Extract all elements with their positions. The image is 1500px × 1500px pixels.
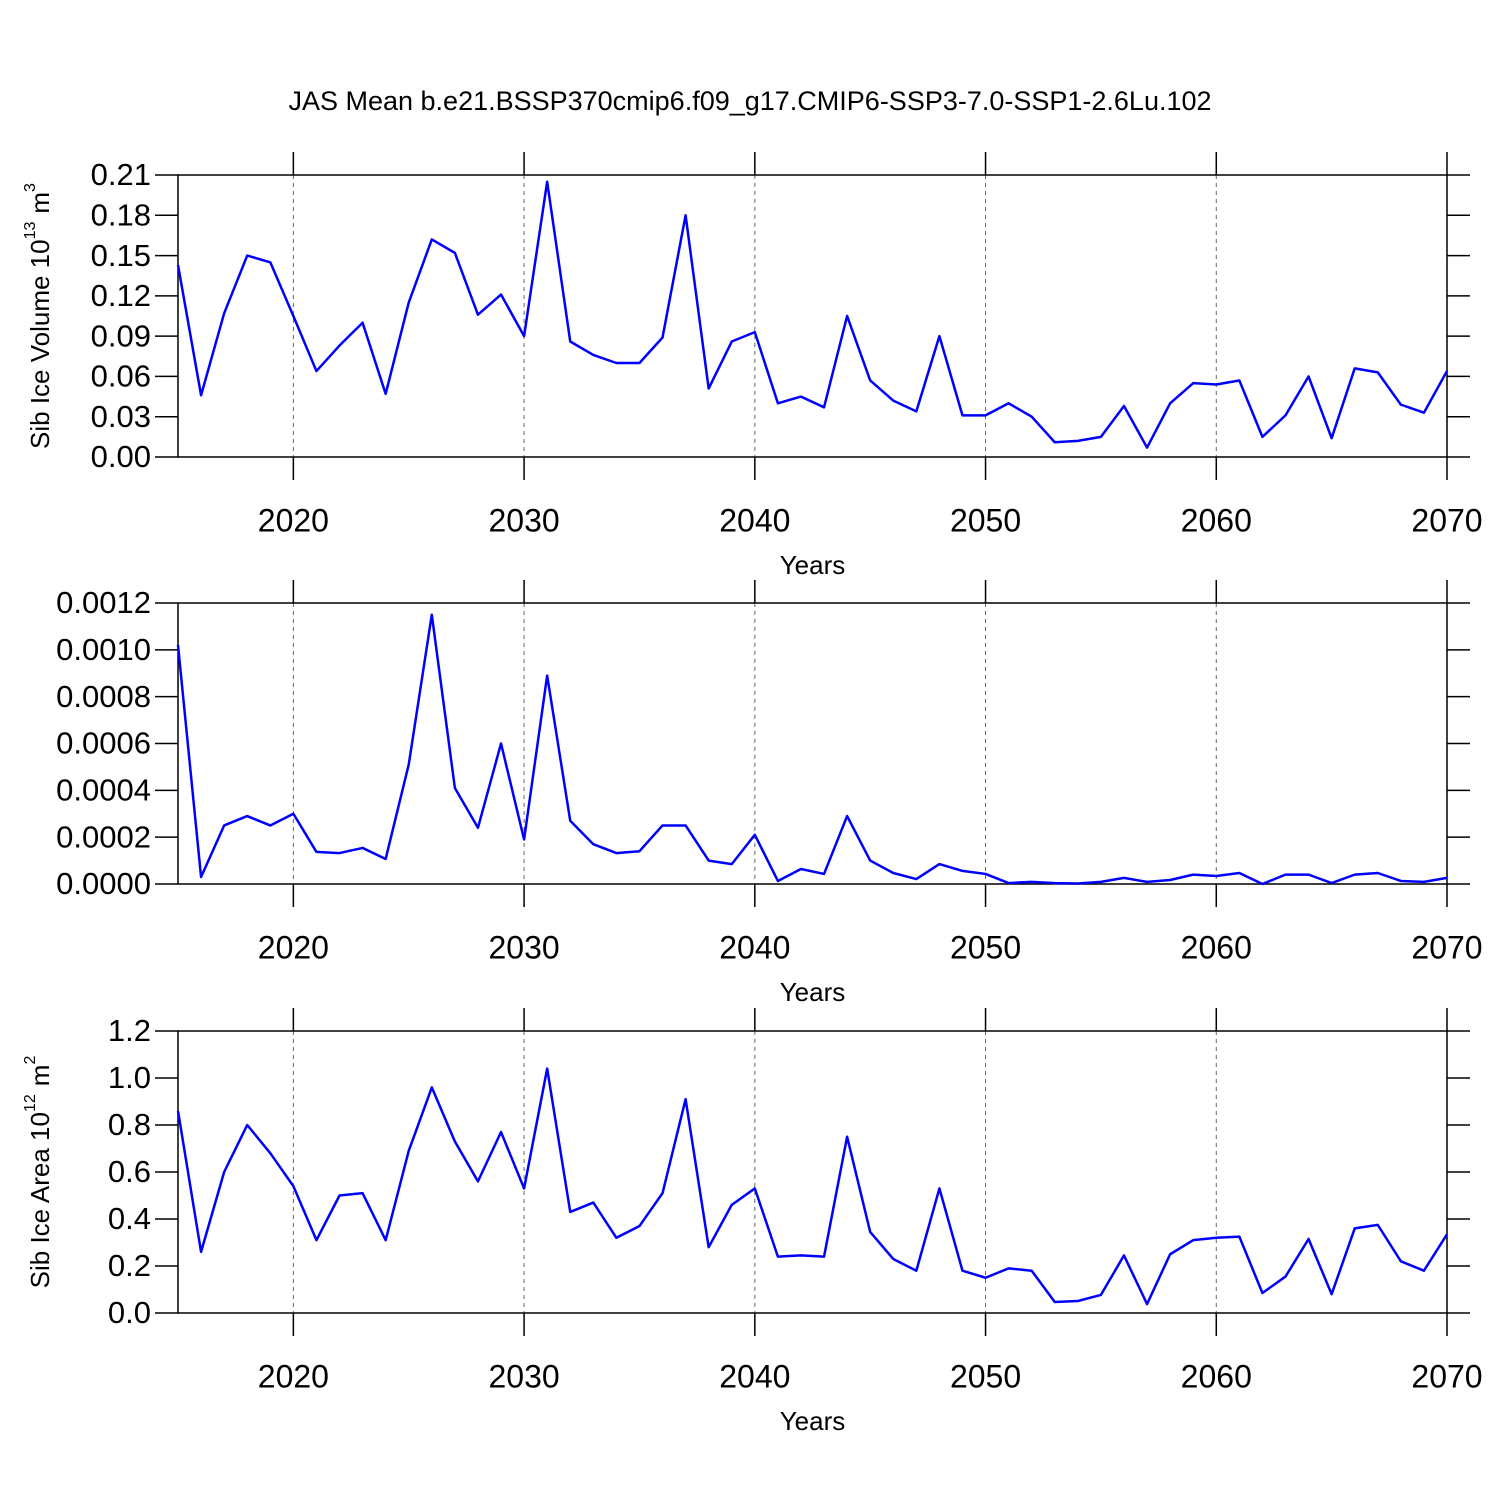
y-tick-label: 0.0010 (56, 632, 151, 667)
x-tick-label: 2020 (258, 502, 329, 538)
y-label-unit: m (25, 192, 55, 214)
y-tick-label: 0.4 (108, 1201, 151, 1236)
y-label-exponent: 12 (22, 1094, 39, 1112)
y-tick-label: 1.0 (108, 1060, 151, 1095)
y-label-exponent: 13 (22, 222, 39, 240)
y-tick-label: 0.18 (91, 197, 151, 232)
y-tick-label: 0.0012 (56, 585, 151, 620)
y-label-unit: m (25, 1065, 55, 1087)
x-tick-label: 2030 (488, 1358, 559, 1394)
y-tick-label: 0.03 (91, 399, 151, 434)
y-tick-label: 0.0000 (56, 866, 151, 901)
y-label-unit-exponent: 3 (22, 183, 39, 192)
plot-frame (177, 174, 1448, 458)
x-tick-label: 2070 (1411, 929, 1482, 965)
y-axis-label: Sib Ice Volume 1013 m3 (22, 183, 55, 449)
y-tick-label: 0.0004 (56, 773, 151, 808)
y-tick-label: 0.09 (91, 318, 151, 353)
y-axis-label: Sib Ice Area 1012 m2 (22, 1056, 55, 1289)
x-tick-label: 2050 (950, 502, 1021, 538)
x-tick-label: 2040 (719, 929, 790, 965)
y-tick-label: 0.6 (108, 1154, 151, 1189)
plot-frame (177, 1030, 1448, 1314)
x-axis-label: Years (780, 1406, 846, 1436)
y-axis-label: Sib Snow Volume 1013m3 (0, 595, 3, 891)
x-axis-label: Years (780, 550, 846, 580)
data-line (176, 180, 1449, 449)
x-tick-label: 2030 (488, 502, 559, 538)
figure-title: JAS Mean b.e21.BSSP370cmip6.f09_g17.CMIP… (288, 86, 1211, 116)
x-axis-label: Years (780, 977, 846, 1007)
y-label-text: Sib Ice Area 10 (25, 1112, 55, 1288)
y-tick-label: 0.0008 (56, 679, 151, 714)
y-label-text: Sib Ice Volume 10 (25, 239, 55, 449)
y-label-text: Sib Snow Volume 10 (0, 652, 3, 892)
y-tick-label: 0.12 (91, 278, 151, 313)
x-tick-label: 2060 (1181, 1358, 1252, 1394)
x-tick-label: 2070 (1411, 1358, 1482, 1394)
y-tick-label: 0.0002 (56, 819, 151, 854)
x-tick-label: 2050 (950, 1358, 1021, 1394)
y-label-unit-exponent: 2 (22, 1056, 39, 1065)
x-tick-label: 2030 (488, 929, 559, 965)
x-tick-label: 2070 (1411, 502, 1482, 538)
y-tick-label: 0.06 (91, 359, 151, 394)
x-tick-label: 2020 (258, 929, 329, 965)
y-tick-label: 1.2 (108, 1013, 151, 1048)
plot-frame (177, 602, 1448, 885)
x-tick-label: 2060 (1181, 502, 1252, 538)
y-tick-label: 0.2 (108, 1248, 151, 1283)
x-tick-label: 2040 (719, 1358, 790, 1394)
y-tick-label: 0.8 (108, 1107, 151, 1142)
y-tick-label: 0.00 (91, 439, 151, 474)
x-tick-label: 2050 (950, 929, 1021, 965)
data-line (176, 1067, 1449, 1306)
x-tick-label: 2020 (258, 1358, 329, 1394)
y-tick-label: 0.0006 (56, 726, 151, 761)
x-tick-label: 2060 (1181, 929, 1252, 965)
y-tick-label: 0.15 (91, 238, 151, 273)
y-tick-label: 0.0 (108, 1295, 151, 1330)
data-line (176, 613, 1448, 886)
x-tick-label: 2040 (719, 502, 790, 538)
y-label-unit: m (0, 604, 3, 626)
y-tick-label: 0.21 (91, 157, 151, 192)
